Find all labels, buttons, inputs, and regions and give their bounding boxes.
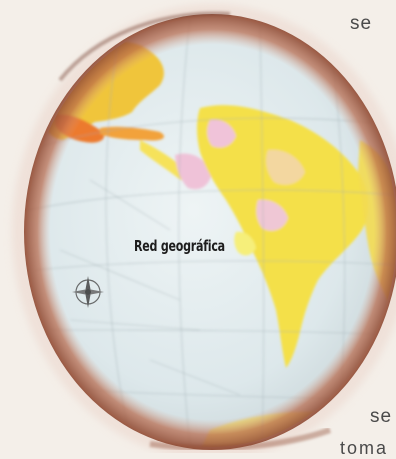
globe-label: Red geográfica [134,237,225,255]
side-text-top: se [350,13,373,34]
side-text-bottom-1: se [370,406,393,427]
side-text-bottom-2: toma [340,438,389,458]
globe-rim [24,14,396,450]
